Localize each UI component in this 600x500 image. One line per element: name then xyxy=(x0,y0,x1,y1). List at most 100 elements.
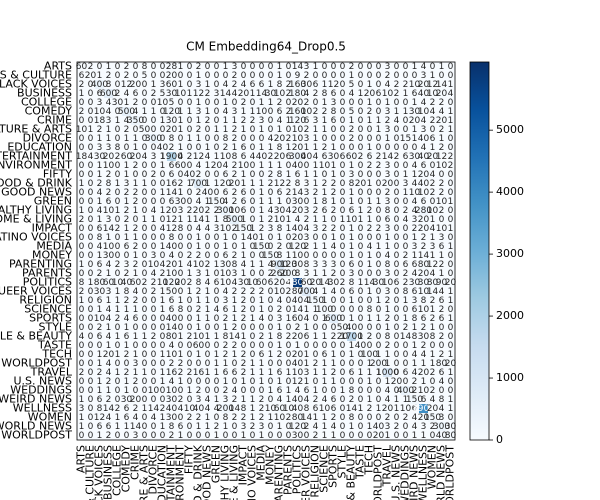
cell-label: 350 xyxy=(127,116,144,126)
heatmap-cell xyxy=(221,431,231,441)
cell-label: 2 xyxy=(286,80,292,90)
heatmap-cell xyxy=(86,323,96,333)
cell-label: 2 xyxy=(430,98,436,108)
cell-label: 1 xyxy=(187,179,193,189)
cell-label: 0 xyxy=(394,143,400,153)
heatmap-cell xyxy=(383,413,393,423)
heatmap-cell xyxy=(401,188,411,198)
heatmap-cell xyxy=(293,242,303,252)
heatmap-cell xyxy=(95,89,105,99)
heatmap-cell xyxy=(203,233,213,243)
cell-label: 0 xyxy=(340,107,346,117)
heatmap-cell xyxy=(320,206,330,216)
cell-label: 4 xyxy=(304,89,310,99)
heatmap-cell xyxy=(194,377,204,387)
heatmap-cell xyxy=(194,233,204,243)
heatmap-cell xyxy=(428,197,438,207)
cell-label: 0 xyxy=(205,71,211,81)
cell-label: 4 xyxy=(421,98,427,108)
heatmap-cell xyxy=(293,332,303,342)
heatmap-cell xyxy=(383,251,393,261)
heatmap-cell xyxy=(239,134,249,144)
heatmap-cell xyxy=(329,161,339,171)
heatmap-cell xyxy=(95,251,105,261)
heatmap-cell xyxy=(176,269,186,279)
heatmap-cell xyxy=(374,179,384,189)
heatmap-cell xyxy=(122,395,132,405)
cell-label: 0 xyxy=(268,242,274,252)
cell-label: 0 xyxy=(97,62,103,72)
heatmap-cell xyxy=(230,395,240,405)
heatmap-cell xyxy=(266,62,276,72)
heatmap-cell xyxy=(275,341,285,351)
cell-label: 1 xyxy=(205,179,211,189)
heatmap-cell xyxy=(437,161,447,171)
heatmap-cell xyxy=(374,431,384,441)
heatmap-cell xyxy=(266,251,276,261)
heatmap-cell xyxy=(149,197,159,207)
heatmap-cell xyxy=(77,188,87,198)
heatmap-cell xyxy=(302,98,312,108)
heatmap-cell xyxy=(275,98,285,108)
heatmap-cell xyxy=(77,323,87,333)
heatmap-cell xyxy=(140,323,150,333)
cell-label: 1 xyxy=(115,116,121,126)
cell-label: 50 xyxy=(139,125,151,135)
heatmap-cell xyxy=(338,377,348,387)
cell-label: 3 xyxy=(349,170,355,180)
cell-label: 1 xyxy=(322,215,328,225)
cell-label: 0 xyxy=(142,116,148,126)
cell-label: 1 xyxy=(178,215,184,225)
cell-label: 0 xyxy=(142,143,148,153)
cell-label: 1 xyxy=(205,161,211,171)
cell-label: 0 xyxy=(376,134,382,144)
cell-label: 0 xyxy=(349,143,355,153)
heatmap-cell xyxy=(437,170,447,180)
cell-label: 0 xyxy=(340,170,346,180)
heatmap-cell xyxy=(131,404,141,414)
heatmap-cell xyxy=(446,422,456,432)
heatmap-cell xyxy=(356,215,366,225)
heatmap-cell xyxy=(365,224,375,234)
heatmap-cell xyxy=(185,89,195,99)
heatmap-cell xyxy=(194,197,204,207)
cell-label: 30 xyxy=(292,197,304,207)
heatmap-cell xyxy=(113,377,123,387)
cell-label: 2 xyxy=(385,116,391,126)
cell-label: 4 xyxy=(412,179,418,189)
cell-label: 0 xyxy=(394,224,400,234)
cell-label: 0 xyxy=(214,170,220,180)
cell-label: 0 xyxy=(88,170,94,180)
heatmap-cell xyxy=(320,242,330,252)
heatmap-cell xyxy=(338,269,348,279)
heatmap-cell xyxy=(230,143,240,153)
heatmap-cell xyxy=(131,107,141,117)
cell-label: 0 xyxy=(205,125,211,135)
cell-label: 0 xyxy=(250,431,256,441)
colorbar-tick-label: 0 xyxy=(496,433,503,446)
cell-label: 1 xyxy=(259,98,265,108)
heatmap-cell xyxy=(176,134,186,144)
heatmap-cell xyxy=(311,206,321,216)
heatmap-cell xyxy=(248,260,258,270)
cell-label: 0 xyxy=(196,431,202,441)
cell-label: 0 xyxy=(286,161,292,171)
heatmap-cell xyxy=(374,71,384,81)
cell-label: 2 xyxy=(178,179,184,189)
cell-label: 14 xyxy=(193,215,205,225)
cell-label: 30 xyxy=(328,152,340,162)
heatmap-cell xyxy=(410,323,420,333)
cell-label: 1 xyxy=(313,161,319,171)
heatmap-cell xyxy=(392,62,402,72)
heatmap-cell xyxy=(419,143,429,153)
cell-label: 0 xyxy=(367,134,373,144)
cell-label: 1 xyxy=(412,233,418,243)
heatmap-cell xyxy=(311,143,321,153)
heatmap-cell xyxy=(122,89,132,99)
heatmap-cell xyxy=(221,242,231,252)
cell-label: 1 xyxy=(241,431,247,441)
heatmap-cell xyxy=(392,152,402,162)
heatmap-cell xyxy=(329,71,339,81)
heatmap-cell xyxy=(221,413,231,423)
cell-label: 2 xyxy=(376,152,382,162)
